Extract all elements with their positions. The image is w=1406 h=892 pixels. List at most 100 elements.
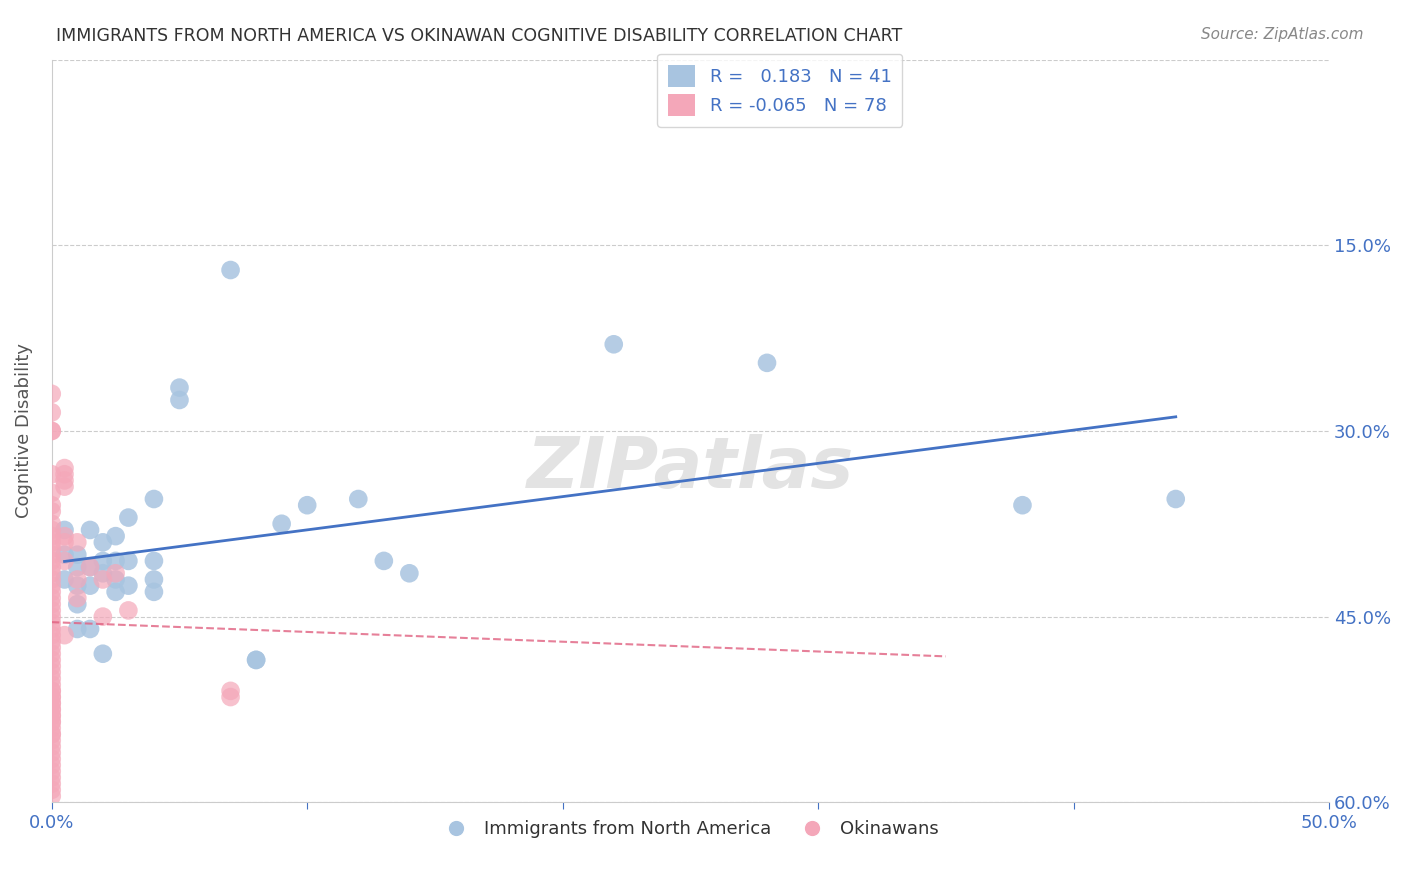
Point [41,653,63,667]
Point [41,746,63,760]
Point [91,566,114,581]
Point [41,566,63,581]
Point [53,548,76,562]
Point [41,560,63,574]
Point [603,337,626,351]
Point [41,535,63,549]
Point [373,554,395,568]
Point [347,491,370,506]
Point [66,591,89,605]
Point [41,541,63,556]
Point [66,579,89,593]
Point [117,554,139,568]
Point [53,535,76,549]
Point [91,647,114,661]
Y-axis label: Cognitive Disability: Cognitive Disability [15,343,32,518]
Point [41,573,63,587]
Point [41,727,63,741]
Point [41,672,63,686]
Point [245,653,267,667]
Point [41,640,63,655]
Point [41,678,63,692]
Point [219,684,242,698]
Point [41,758,63,772]
Point [41,585,63,599]
Point [41,504,63,518]
Point [270,516,292,531]
Point [219,690,242,704]
Point [104,573,127,587]
Point [41,424,63,438]
Point [53,523,76,537]
Point [245,653,267,667]
Point [41,684,63,698]
Point [142,554,165,568]
Point [41,485,63,500]
Point [104,554,127,568]
Point [1164,491,1187,506]
Point [41,714,63,729]
Point [79,560,101,574]
Point [91,554,114,568]
Point [41,579,63,593]
Point [41,523,63,537]
Point [66,535,89,549]
Point [41,708,63,723]
Point [79,579,101,593]
Point [756,356,779,370]
Point [41,628,63,642]
Point [41,647,63,661]
Point [41,702,63,716]
Point [53,474,76,488]
Point [41,603,63,617]
Point [41,622,63,636]
Point [66,573,89,587]
Point [41,739,63,754]
Point [41,609,63,624]
Point [41,752,63,766]
Point [66,560,89,574]
Point [41,789,63,803]
Point [41,591,63,605]
Point [169,381,191,395]
Point [66,622,89,636]
Point [79,560,101,574]
Point [41,529,63,543]
Text: ZIPatlas: ZIPatlas [527,434,853,502]
Text: IMMIGRANTS FROM NORTH AMERICA VS OKINAWAN COGNITIVE DISABILITY CORRELATION CHART: IMMIGRANTS FROM NORTH AMERICA VS OKINAWA… [56,27,903,45]
Point [91,573,114,587]
Point [104,585,127,599]
Point [41,696,63,710]
Point [41,405,63,419]
Point [219,263,242,277]
Point [91,609,114,624]
Text: Source: ZipAtlas.com: Source: ZipAtlas.com [1201,27,1364,42]
Point [53,480,76,494]
Point [41,424,63,438]
Legend: Immigrants from North America, Okinawans: Immigrants from North America, Okinawans [434,813,946,846]
Point [41,498,63,512]
Point [41,777,63,791]
Point [53,554,76,568]
Point [41,733,63,747]
Point [117,579,139,593]
Point [41,554,63,568]
Point [41,386,63,401]
Point [104,566,127,581]
Point [41,690,63,704]
Point [41,615,63,630]
Point [142,573,165,587]
Point [79,622,101,636]
Point [117,510,139,524]
Point [41,696,63,710]
Point [104,529,127,543]
Point [41,727,63,741]
Point [41,771,63,785]
Point [41,708,63,723]
Point [41,516,63,531]
Point [41,702,63,716]
Point [41,684,63,698]
Point [295,498,318,512]
Point [142,585,165,599]
Point [142,491,165,506]
